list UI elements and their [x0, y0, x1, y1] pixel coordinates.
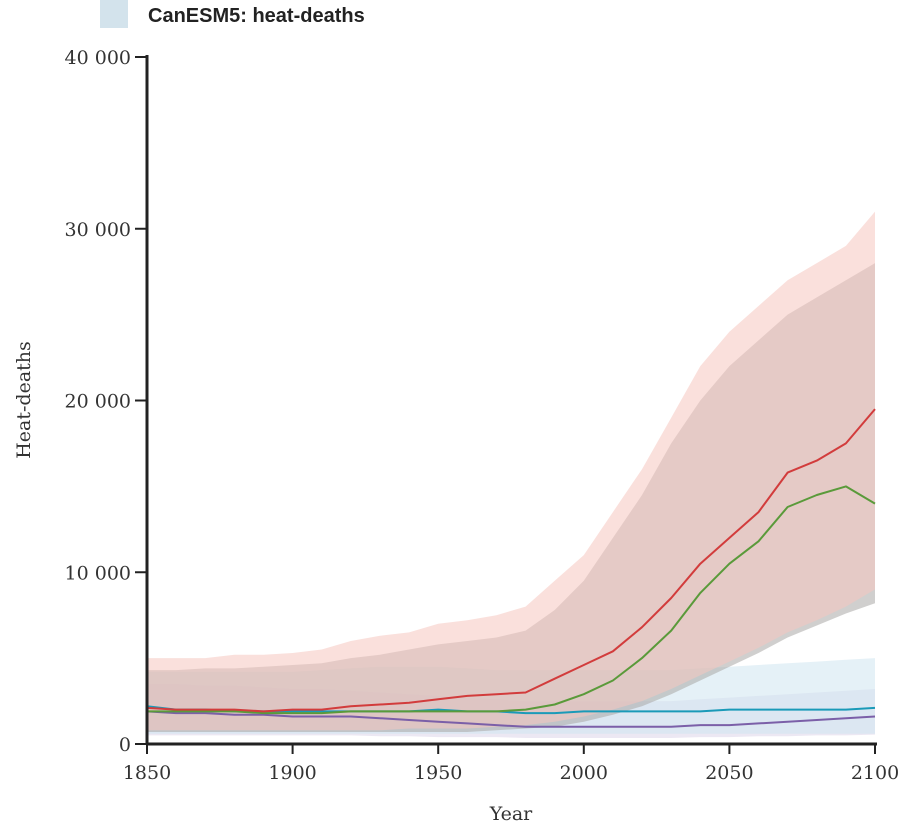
legend-label: CanESM5: heat-deaths — [148, 5, 365, 27]
series-2-line — [147, 485, 876, 715]
series-lines — [146, 408, 876, 728]
y-ticks: 0 10 000 20 000 30 000 40 000 — [65, 47, 147, 756]
x-tick-label: 2050 — [705, 762, 753, 784]
legend-swatch — [100, 0, 128, 28]
y-tick-label: 0 — [119, 734, 131, 756]
x-tick-label: 1950 — [414, 762, 462, 784]
series-1-line — [146, 408, 876, 713]
uncertainty-bands — [147, 211, 875, 738]
y-tick-label: 30 000 — [65, 219, 131, 241]
x-ticks: 1850 1900 1950 2000 2050 2100 — [123, 744, 899, 784]
x-axis-title: Year — [489, 803, 533, 825]
x-tick-label: 2100 — [851, 762, 899, 784]
x-tick-label: 1850 — [123, 762, 171, 784]
y-axis-title: Heat-deaths — [13, 341, 35, 459]
series-1-uncertainty-band — [147, 211, 875, 731]
y-tick-label: 20 000 — [65, 391, 131, 413]
y-tick-label: 40 000 — [65, 47, 131, 69]
y-tick-label: 10 000 — [65, 562, 131, 584]
x-tick-label: 2000 — [560, 762, 608, 784]
x-tick-label: 1900 — [268, 762, 316, 784]
series-4-line — [146, 710, 876, 728]
